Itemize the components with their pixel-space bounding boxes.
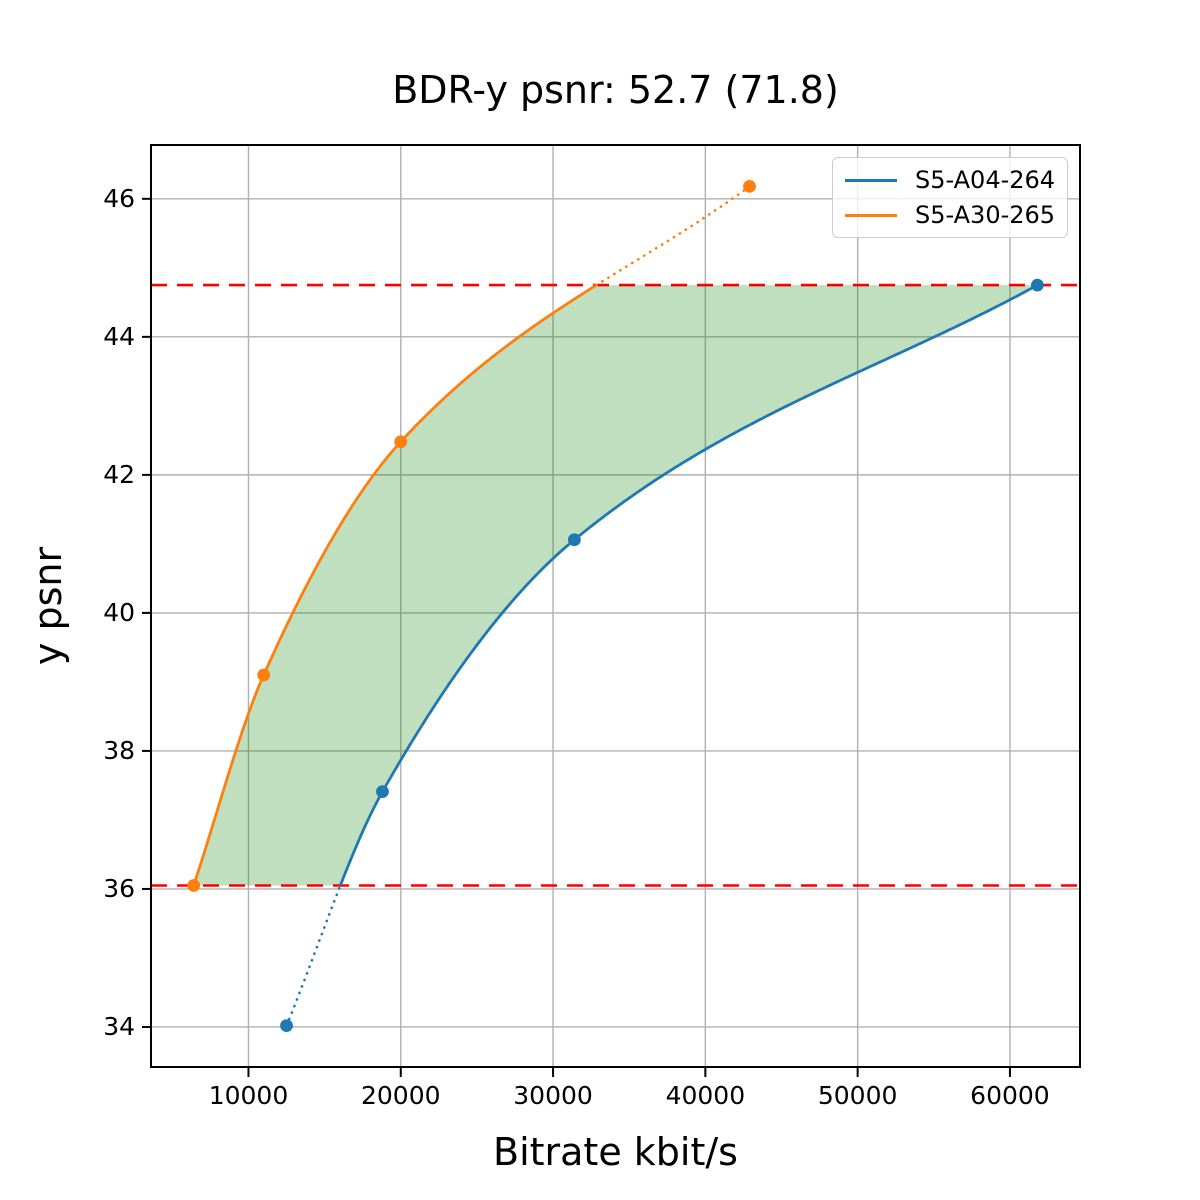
y-tick-label: 38	[103, 735, 135, 765]
x-tick-label: 50000	[817, 1081, 898, 1110]
y-axis-label-text: y psnr	[26, 546, 70, 666]
chart-title: BDR-y psnr: 52.7 (71.8)	[392, 68, 839, 112]
series-curve	[339, 283, 1039, 887]
series-dotted-tail	[285, 884, 342, 1027]
legend-line-swatch	[845, 213, 897, 217]
y-tick-label: 40	[103, 597, 135, 627]
data-point-marker	[187, 879, 201, 892]
series-dotted-tail	[595, 185, 751, 287]
x-tick-label: 10000	[208, 1081, 289, 1110]
bd-shaded-region	[193, 285, 1038, 886]
data-point-marker	[567, 533, 581, 547]
x-axis-label: Bitrate kbit/s	[493, 1130, 738, 1174]
legend: S5-A04-264 S5-A30-265	[832, 157, 1068, 238]
legend-item: S5-A04-264	[845, 165, 1055, 195]
data-point-marker	[1030, 278, 1044, 292]
legend-item-label: S5-A30-265	[915, 201, 1056, 229]
data-point-marker	[743, 180, 756, 193]
y-tick-label: 42	[103, 459, 135, 489]
series-curve	[192, 283, 598, 886]
y-tick-label: 34	[103, 1011, 135, 1041]
plot-spines	[150, 144, 1081, 1068]
data-point-marker	[394, 435, 408, 449]
legend-item-label: S5-A04-264	[915, 166, 1056, 194]
x-tick-label: 40000	[665, 1081, 746, 1110]
legend-item: S5-A30-265	[845, 200, 1055, 230]
data-point-marker	[280, 1019, 293, 1032]
y-tick-label: 44	[103, 321, 135, 351]
y-tick-label: 46	[103, 183, 135, 213]
x-tick-label: 30000	[513, 1081, 593, 1110]
y-tick-label: 36	[103, 873, 135, 903]
data-point-marker	[257, 668, 271, 682]
data-point-marker	[376, 785, 389, 799]
legend-line-swatch	[845, 178, 897, 182]
x-tick-label: 60000	[970, 1081, 1050, 1110]
x-tick-label: 20000	[360, 1081, 441, 1110]
